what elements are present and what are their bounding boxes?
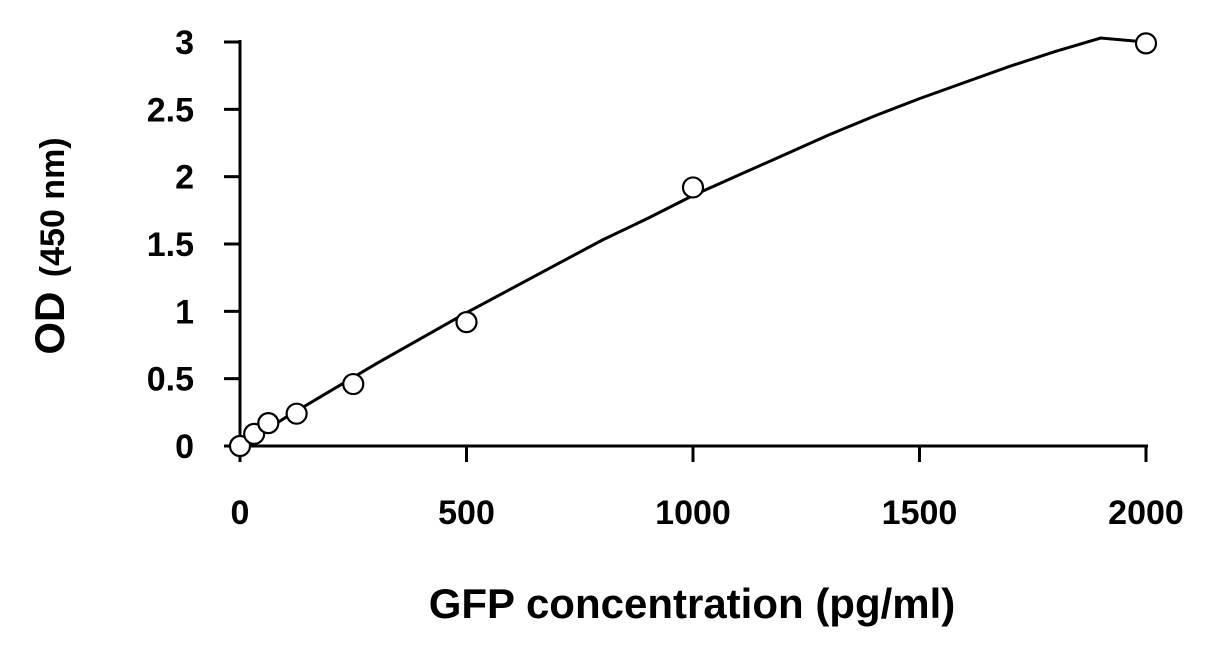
y-axis-title: OD (450 nm)	[26, 137, 73, 354]
x-tick-label: 0	[231, 494, 250, 532]
fit-curve	[239, 36, 1147, 448]
y-axis-title-main: OD	[26, 292, 73, 355]
data-point	[342, 372, 365, 396]
data-point	[1134, 32, 1158, 55]
y-tick-label: 1	[175, 293, 194, 331]
x-axis-ticks: 0 500 1000 1500 2000	[231, 446, 1184, 532]
y-axis-ticks: 0 0.5 1 1.5 2 2.5 3	[147, 24, 240, 466]
y-tick-label: 0.5	[147, 361, 194, 399]
x-tick-label: 500	[438, 494, 495, 532]
y-tick-label: 3	[175, 24, 194, 62]
data-point	[285, 402, 308, 425]
data-point	[455, 311, 478, 334]
data-points	[228, 32, 1158, 458]
x-axis-title: GFP concentration (pg/ml)	[429, 580, 956, 627]
x-tick-label: 1500	[882, 494, 958, 532]
data-point	[228, 434, 252, 458]
data-point	[257, 412, 280, 435]
y-tick-label: 2.5	[147, 91, 194, 129]
x-tick-label: 2000	[1108, 494, 1184, 532]
y-tick-label: 1.5	[147, 226, 194, 264]
data-point	[681, 176, 705, 199]
y-tick-label: 2	[175, 159, 194, 197]
y-tick-label: 0	[175, 428, 194, 466]
y-axis-title-unit: (450 nm)	[34, 137, 72, 277]
x-tick-label: 1000	[655, 494, 731, 532]
